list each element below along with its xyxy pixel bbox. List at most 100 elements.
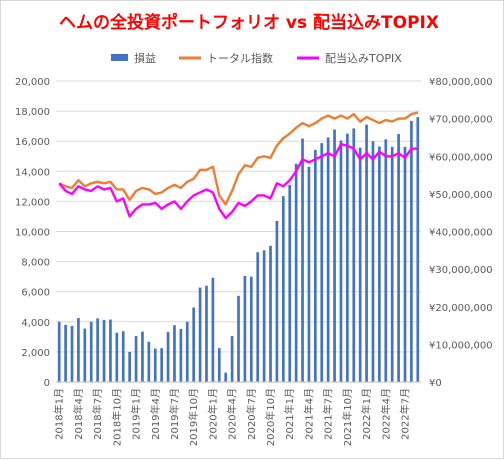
legend-swatch-profit <box>111 54 128 61</box>
x-tick-label: 2022年7月 <box>399 388 412 440</box>
profit-bar <box>416 117 420 383</box>
x-tick-label: 2018年7月 <box>91 388 104 440</box>
y-axis-left: 0 2,000 4,000 6,000 8,000 10,000 12,000 14,000 1… <box>15 77 50 389</box>
profit-bar <box>230 336 234 382</box>
y-right-tick-label: ¥50,000,000 <box>429 190 493 201</box>
profit-bar <box>211 277 215 382</box>
y-left-tick-label: 6,000 <box>21 288 50 299</box>
profit-bar <box>109 319 112 382</box>
profit-bar <box>70 325 74 382</box>
profit-bar <box>185 321 189 382</box>
x-tick-label: 2019年1月 <box>130 388 143 440</box>
profit-bar <box>320 143 324 382</box>
profit-bar <box>64 324 67 382</box>
profit-bar <box>352 128 356 382</box>
profit-bar <box>224 372 228 382</box>
y-axis-right: ¥0 ¥10,000,000 ¥20,000,000 ¥30,000,000 ¥40,0… <box>429 77 493 389</box>
y-right-tick-label: ¥60,000,000 <box>429 152 493 163</box>
profit-bar <box>192 307 196 382</box>
profit-bar <box>237 295 240 382</box>
profit-bar <box>397 134 400 382</box>
profit-bar <box>262 250 266 382</box>
profit-bars <box>57 117 420 383</box>
x-tick-label: 2021年10月 <box>341 388 354 446</box>
profit-bar <box>134 336 138 382</box>
profit-bar <box>179 328 183 382</box>
y-right-tick-label: ¥30,000,000 <box>429 265 493 276</box>
x-axis-labels: 2018年1月 2018年4月 2018年7月 2018年10月 2019年1月 2019… <box>53 388 412 446</box>
x-tick-label: 2019年10月 <box>187 388 200 446</box>
profit-bar <box>198 287 202 382</box>
x-tick-label: 2021年7月 <box>322 388 335 440</box>
x-tick-label: 2022年4月 <box>379 388 392 440</box>
profit-bar <box>256 252 260 382</box>
profit-bar <box>281 196 285 382</box>
profit-bar <box>384 139 388 382</box>
profit-bar <box>339 140 343 382</box>
profit-bar <box>249 276 253 382</box>
y-left-tick-label: 12,000 <box>15 197 50 208</box>
profit-bar <box>141 331 144 382</box>
y-right-tick-label: ¥0 <box>429 378 442 389</box>
profit-bar <box>410 120 413 382</box>
profit-bar <box>288 184 292 382</box>
profit-bar <box>128 351 131 382</box>
y-right-tick-label: ¥20,000,000 <box>429 303 493 314</box>
x-tick-label: 2018年4月 <box>72 388 85 440</box>
profit-bar <box>153 348 157 382</box>
profit-bar <box>346 133 349 382</box>
y-right-tick-label: ¥40,000,000 <box>429 228 493 239</box>
y-right-tick-label: ¥70,000,000 <box>429 115 493 126</box>
y-left-tick-label: 10,000 <box>15 228 50 239</box>
profit-bar <box>115 332 119 382</box>
profit-bar <box>77 318 80 382</box>
index-lines <box>58 111 419 220</box>
profit-bar <box>301 138 304 382</box>
x-tick-label: 2021年1月 <box>283 388 296 440</box>
profit-bar <box>390 146 394 382</box>
profit-bar <box>275 220 279 382</box>
profit-bar <box>89 321 93 382</box>
total-index-line <box>58 111 419 206</box>
profit-bar <box>83 328 87 382</box>
profit-bar <box>403 146 407 382</box>
profit-bar <box>121 331 125 382</box>
y-left-tick-label: 8,000 <box>21 258 50 269</box>
legend-label-total-index: トータル指数 <box>207 51 273 65</box>
x-tick-label: 2018年10月 <box>110 388 123 446</box>
profit-bar <box>102 319 106 382</box>
topix-line <box>58 142 418 220</box>
profit-bar <box>307 166 311 382</box>
profit-bar <box>313 149 317 382</box>
x-tick-label: 2020年10月 <box>264 388 277 446</box>
y-left-tick-label: 4,000 <box>21 318 50 329</box>
profit-bar <box>160 348 164 382</box>
profit-bar <box>365 124 368 383</box>
x-tick-label: 2021年4月 <box>302 388 315 440</box>
x-tick-label: 2022年1月 <box>360 388 373 440</box>
profit-bar <box>205 285 208 382</box>
profit-bar <box>333 129 336 382</box>
profit-bar <box>243 275 247 382</box>
x-tick-label: 2018年1月 <box>53 388 66 440</box>
y-left-tick-label: 0 <box>44 378 50 389</box>
y-left-tick-label: 20,000 <box>15 77 50 88</box>
profit-bar <box>326 137 330 382</box>
y-left-tick-label: 16,000 <box>15 137 50 148</box>
profit-bar <box>269 245 272 382</box>
profit-bar <box>217 348 221 382</box>
legend-label-profit: 損益 <box>134 51 156 65</box>
x-tick-label: 2019年4月 <box>149 388 162 440</box>
y-left-tick-label: 2,000 <box>21 348 50 359</box>
legend: 損益 トータル指数 配当込みTOPIX <box>111 51 402 65</box>
profit-bar <box>358 147 362 382</box>
profit-bar <box>378 146 381 382</box>
profit-bar <box>173 325 176 382</box>
profit-bar <box>96 318 99 382</box>
profit-bar <box>57 321 61 382</box>
x-tick-label: 2020年4月 <box>226 388 239 440</box>
x-tick-label: 2020年1月 <box>206 388 219 440</box>
y-right-tick-label: ¥10,000,000 <box>429 340 493 351</box>
